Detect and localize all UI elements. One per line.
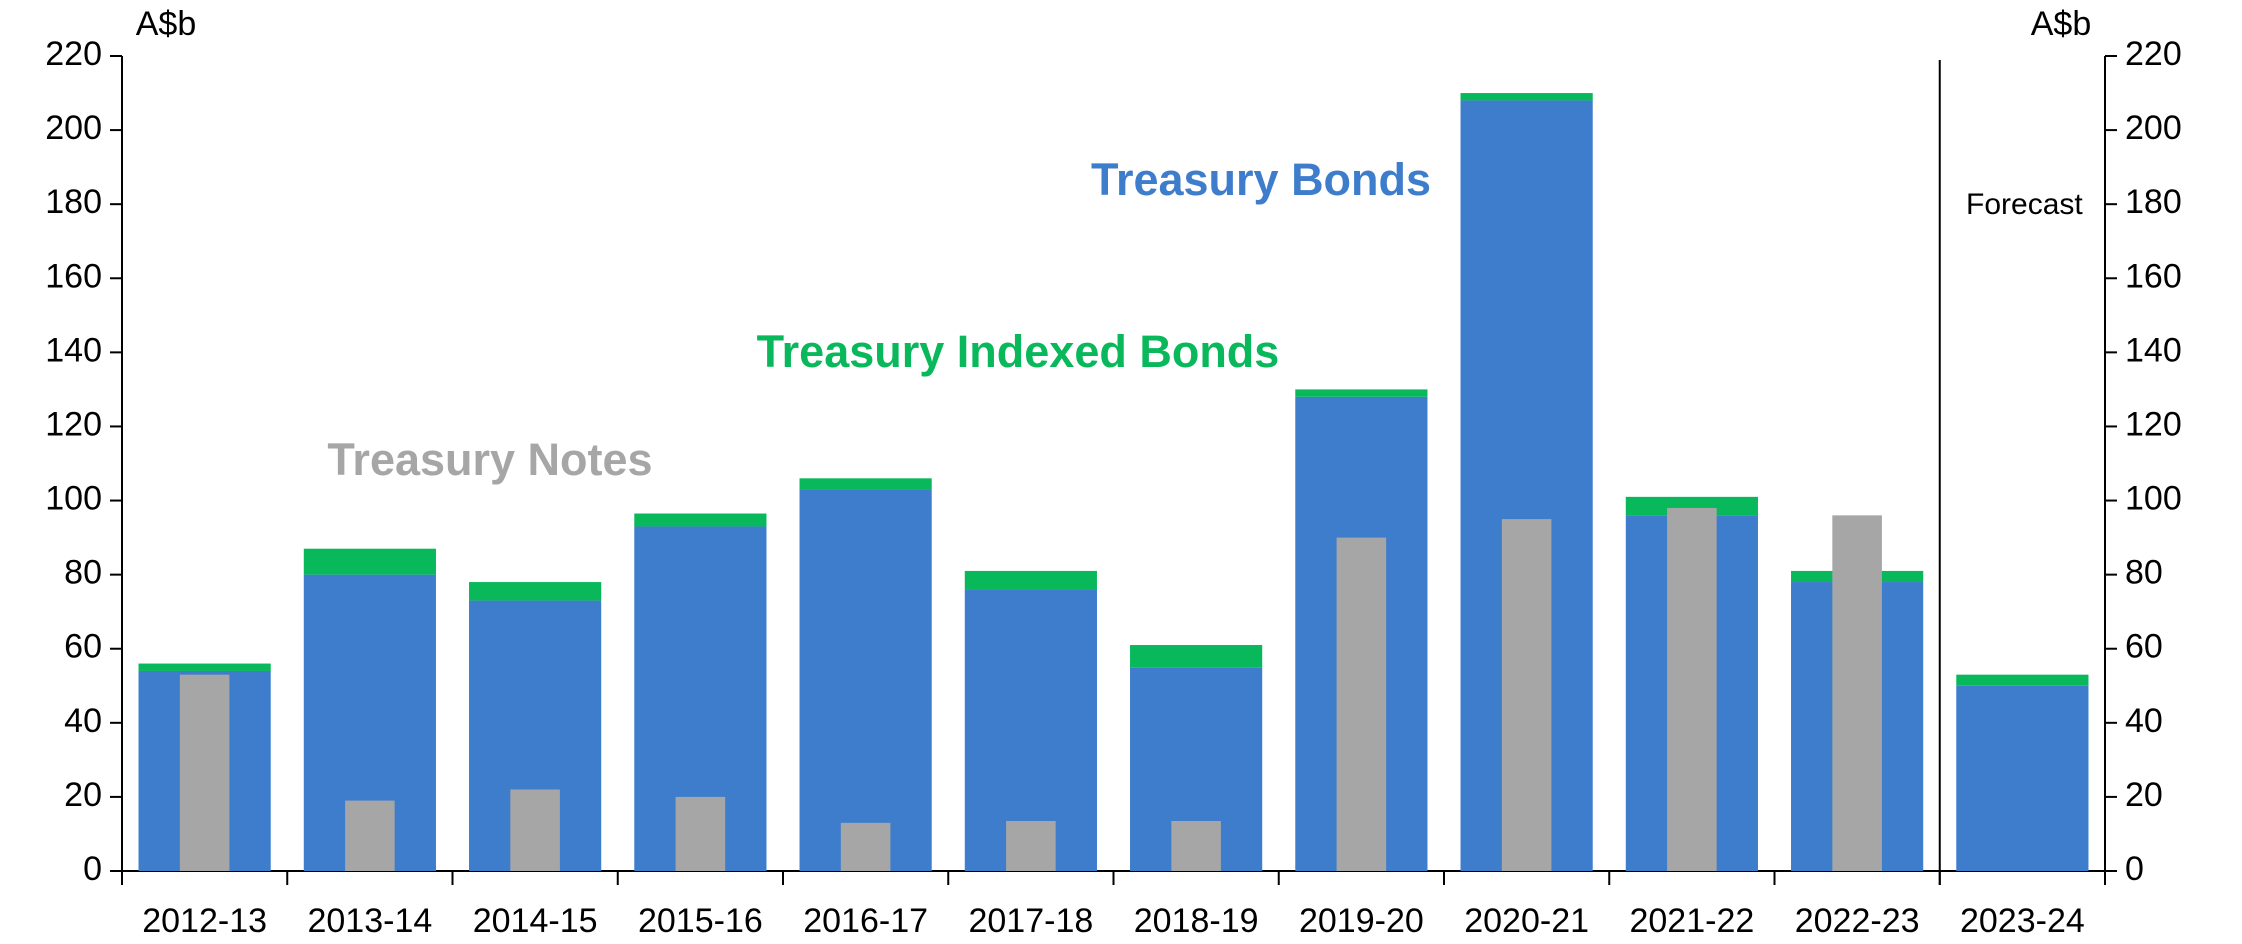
y-axis-label: A$b <box>136 5 197 43</box>
bar-segment <box>964 570 1097 590</box>
y2-tick-label: 160 <box>2125 257 2182 295</box>
y2-tick-label: 20 <box>2125 776 2163 814</box>
bar-segment <box>1956 685 2089 871</box>
legend-label: Treasury Indexed Bonds <box>757 326 1280 377</box>
bar-segment <box>1130 645 1263 668</box>
bar <box>1006 820 1056 871</box>
y2-tick-label: 60 <box>2125 628 2163 666</box>
bar <box>1501 519 1552 871</box>
x-tick-label: 2018-19 <box>1134 902 1259 940</box>
legend-label: Treasury Notes <box>327 434 652 485</box>
y-tick-label: 180 <box>45 183 102 221</box>
legend-label: Treasury Bonds <box>1091 154 1431 205</box>
y-tick-label: 60 <box>64 628 102 666</box>
y-tick-label: 140 <box>45 331 102 369</box>
y2-tick-label: 100 <box>2125 480 2182 518</box>
bar-segment <box>303 548 436 575</box>
x-tick-label: 2017-18 <box>968 902 1093 940</box>
bar-segment <box>634 513 767 527</box>
annotation: Forecast <box>1966 188 2083 221</box>
y2-tick-label: 180 <box>2125 183 2182 221</box>
bar-segment <box>138 663 271 671</box>
y-tick-label: 120 <box>45 405 102 443</box>
bar <box>1667 507 1717 871</box>
y2-tick-label: 220 <box>2125 35 2182 73</box>
bar-segment <box>1956 674 2089 686</box>
bar <box>510 789 560 871</box>
x-tick-label: 2015-16 <box>638 902 763 940</box>
bar <box>675 796 726 871</box>
y2-tick-label: 0 <box>2125 850 2144 888</box>
x-tick-label: 2021-22 <box>1629 902 1754 940</box>
bar <box>1832 515 1882 871</box>
y2-tick-label: 140 <box>2125 331 2182 369</box>
y2-tick-label: 80 <box>2125 554 2163 592</box>
x-tick-label: 2014-15 <box>473 902 598 940</box>
bar <box>179 674 230 871</box>
y-tick-label: 100 <box>45 480 102 518</box>
bar-segment <box>1295 389 1428 397</box>
bar-segment <box>799 478 932 490</box>
x-tick-label: 2012-13 <box>142 902 267 940</box>
x-tick-label: 2013-14 <box>307 902 432 940</box>
bar-segment <box>1460 93 1593 101</box>
y-tick-label: 20 <box>64 776 102 814</box>
y2-tick-label: 120 <box>2125 405 2182 443</box>
x-tick-label: 2023-24 <box>1960 902 2085 940</box>
y-tick-label: 80 <box>64 554 102 592</box>
x-tick-label: 2019-20 <box>1299 902 1424 940</box>
y-tick-label: 220 <box>45 35 102 73</box>
bar <box>840 822 891 871</box>
y-tick-label: 200 <box>45 109 102 147</box>
x-tick-label: 2016-17 <box>803 902 928 940</box>
y-tick-label: 40 <box>64 702 102 740</box>
y2-axis-label: A$b <box>2031 5 2092 43</box>
bar <box>345 800 395 871</box>
y2-tick-label: 200 <box>2125 109 2182 147</box>
bar <box>1336 537 1387 871</box>
bar-segment <box>1625 496 1758 516</box>
bar-segment <box>799 489 932 871</box>
bar <box>1171 820 1221 871</box>
y2-tick-label: 40 <box>2125 702 2163 740</box>
y-tick-label: 160 <box>45 257 102 295</box>
x-tick-label: 2022-23 <box>1795 902 1920 940</box>
bar-segment <box>469 582 602 601</box>
y-tick-label: 0 <box>83 850 102 888</box>
x-tick-label: 2020-21 <box>1464 902 1589 940</box>
